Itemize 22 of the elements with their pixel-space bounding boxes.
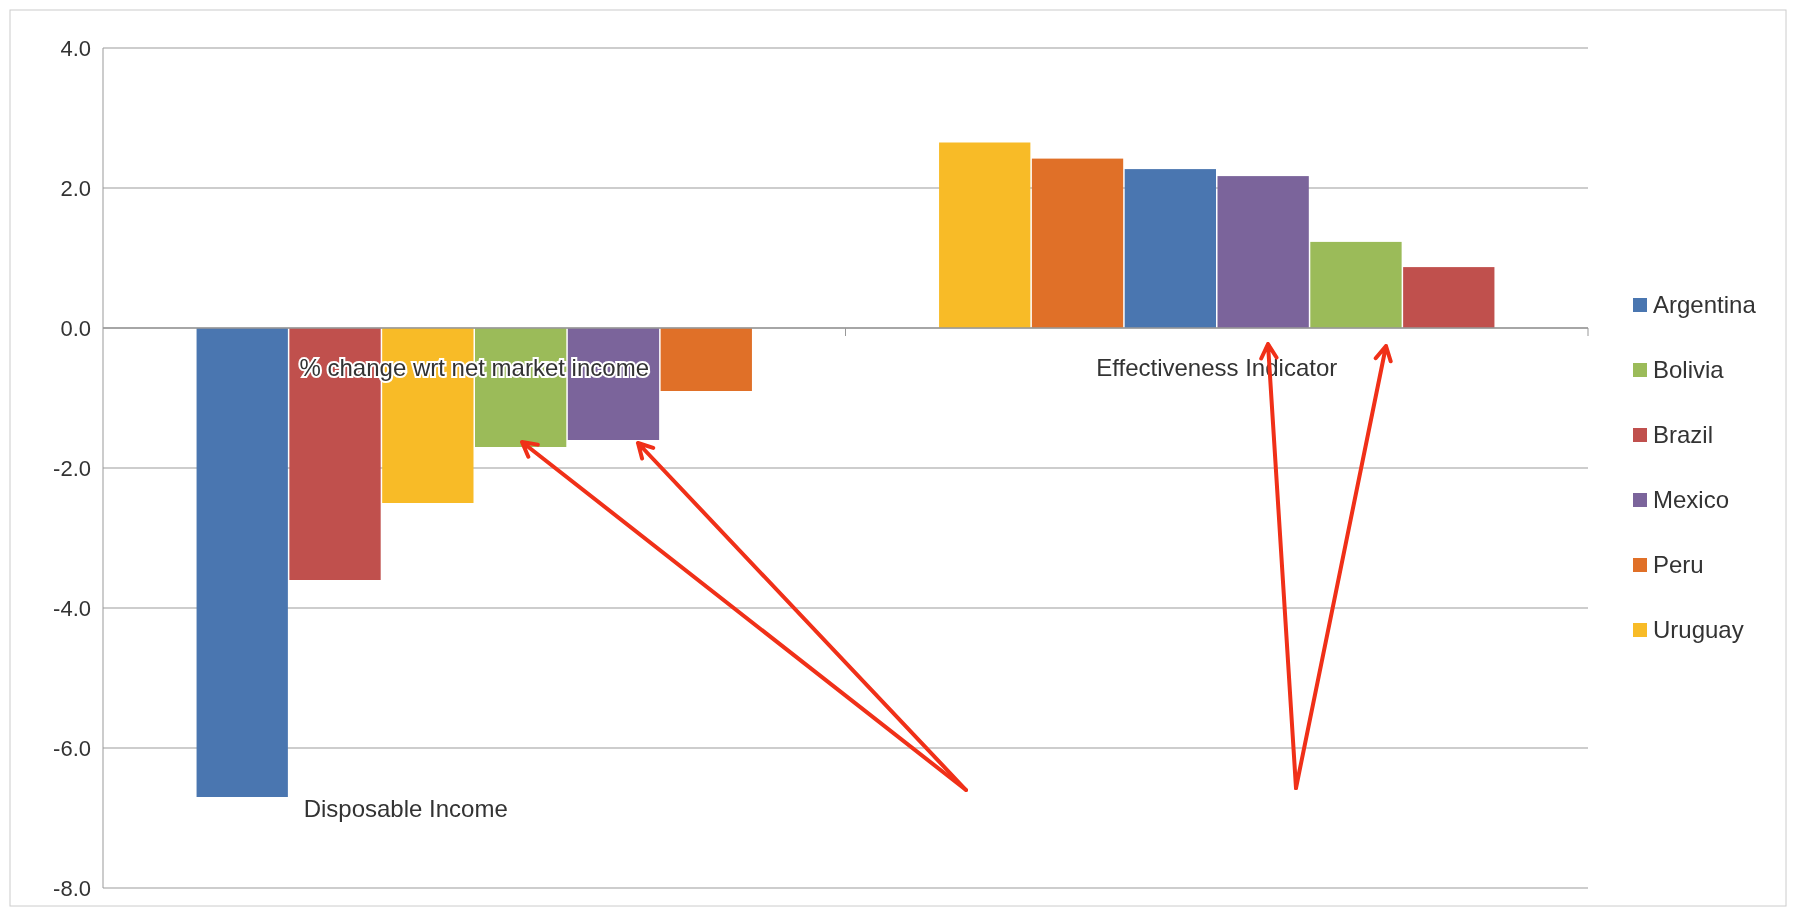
annotation: Disposable Income bbox=[303, 795, 508, 822]
y-tick-label: 0.0 bbox=[60, 315, 91, 341]
bar bbox=[1403, 267, 1495, 328]
legend-label: Mexico bbox=[1653, 486, 1730, 514]
bar bbox=[1031, 158, 1124, 328]
bar bbox=[1124, 169, 1216, 328]
legend-label: Brazil bbox=[1653, 421, 1714, 449]
bar bbox=[939, 142, 1031, 328]
legend-label: Uruguay bbox=[1653, 616, 1744, 644]
bar bbox=[660, 328, 752, 391]
y-tick-label: -4.0 bbox=[53, 595, 91, 621]
y-tick-label: 2.0 bbox=[60, 175, 91, 201]
bar bbox=[1217, 176, 1309, 328]
y-tick-label: -2.0 bbox=[53, 455, 91, 481]
bar bbox=[1310, 241, 1402, 328]
legend-label: Bolivia bbox=[1653, 356, 1725, 384]
y-tick-label: 4.0 bbox=[60, 35, 91, 61]
y-tick-label: -6.0 bbox=[53, 735, 91, 761]
bar bbox=[196, 328, 288, 797]
legend-label: Argentina bbox=[1653, 291, 1757, 319]
y-tick-label: -8.0 bbox=[53, 875, 91, 901]
legend-label: Peru bbox=[1653, 551, 1704, 579]
